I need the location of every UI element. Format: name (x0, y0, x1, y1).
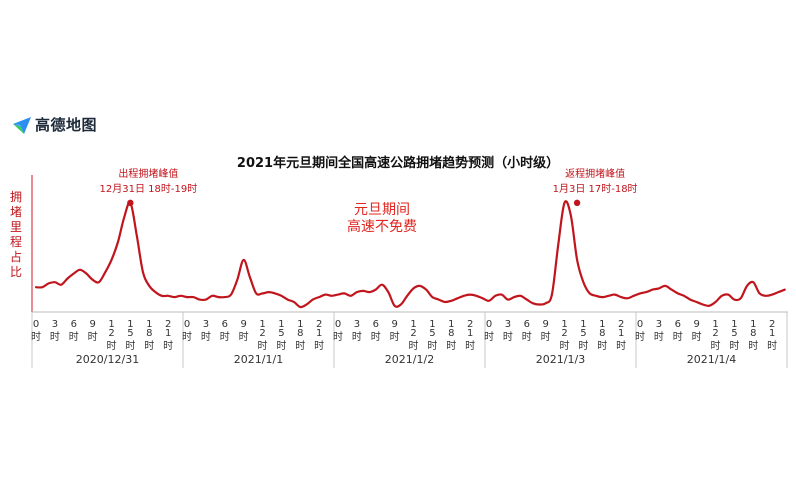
day-label: 2021/1/4 (687, 353, 736, 366)
day-label: 2020/12/31 (76, 353, 139, 366)
y-axis-label: 拥堵里程占比 (9, 190, 22, 279)
peak-marker (127, 199, 134, 207)
amap-arrow-logo-icon (13, 116, 31, 134)
brand-name: 高德地图 (35, 116, 98, 134)
peak-detail: 1月3日 17时-18时 (553, 183, 638, 195)
series-line (34, 200, 786, 309)
peak-label: 返程拥堵峰值 (565, 167, 625, 180)
chart-title: 2021年元旦期间全国高速公路拥堵趋势预测（小时级） (236, 156, 560, 171)
day-label: 2021/1/2 (385, 353, 434, 366)
callout-line-2: 高速不免费 (347, 218, 417, 235)
day-label: 2021/1/3 (536, 353, 585, 366)
peak-label: 出程拥堵峰值 (118, 167, 178, 180)
peak-detail: 12月31日 18时-19时 (100, 183, 198, 195)
callout-line-1: 元旦期间 (354, 202, 410, 218)
day-label: 2021/1/1 (234, 353, 283, 366)
brand-logo: 高德地图 (12, 114, 97, 135)
peak-marker (573, 199, 581, 207)
